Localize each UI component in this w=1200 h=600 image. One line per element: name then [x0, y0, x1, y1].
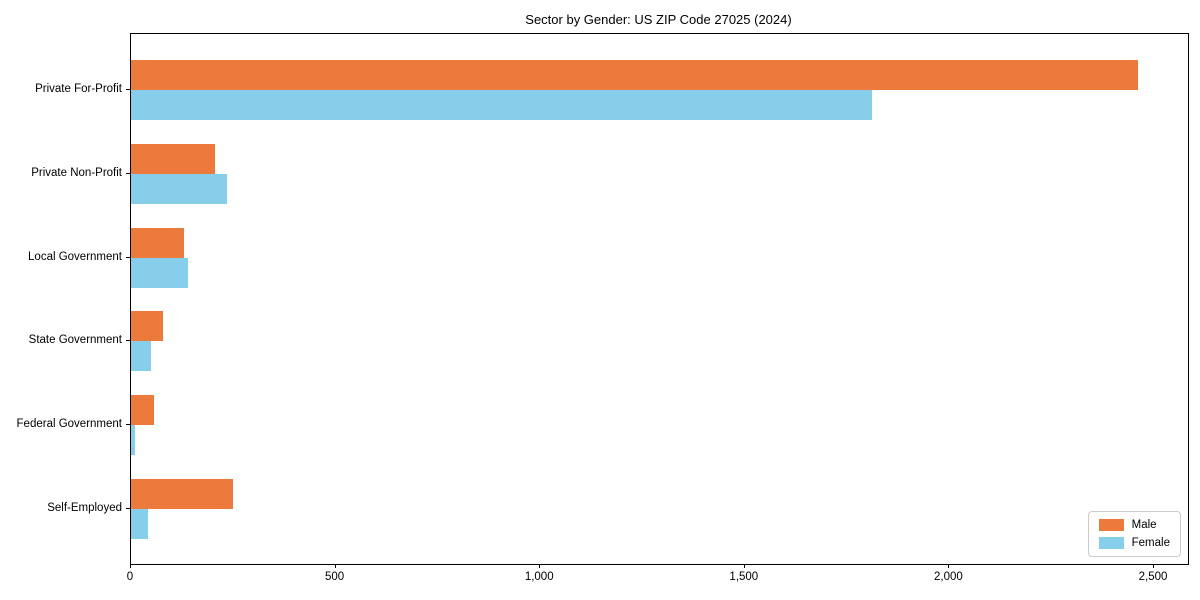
y-axis-tick-3	[126, 340, 130, 342]
bar-female-0	[131, 90, 872, 120]
bar-male-4	[131, 395, 154, 426]
x-axis-tick-label-0: 0	[126, 571, 134, 583]
y-axis-tick-1	[126, 172, 130, 174]
x-axis-tick-2	[539, 564, 541, 568]
legend-item-female: Female	[1098, 537, 1170, 549]
y-axis-tick-5	[126, 508, 130, 509]
y-axis-label-4: Federal Government	[16, 418, 122, 431]
x-axis-tick-label-5: 2,500	[1138, 571, 1168, 583]
x-axis-tick-3	[743, 564, 745, 568]
bar-female-5	[131, 509, 149, 539]
x-axis-tick-5	[1153, 564, 1155, 568]
bar-male-3	[131, 311, 163, 342]
plot-area: Male Female	[130, 33, 1189, 565]
legend: Male Female	[1087, 511, 1181, 557]
chart-title: Sector by Gender: US ZIP Code 27025 (202…	[525, 12, 792, 27]
legend-label-male: Male	[1131, 519, 1157, 531]
x-axis-tick-4	[948, 564, 950, 568]
x-axis-tick-label-3: 1,500	[729, 571, 759, 583]
legend-label-female: Female	[1131, 537, 1170, 549]
y-axis-tick-2	[126, 256, 130, 258]
y-axis-tick-0	[126, 89, 130, 90]
bar-female-3	[131, 341, 152, 372]
bar-male-5	[131, 479, 234, 509]
y-axis-label-2: Local Government	[28, 250, 122, 263]
legend-swatch-male	[1098, 519, 1124, 531]
bar-male-0	[131, 60, 1138, 90]
bar-female-2	[131, 257, 189, 288]
bar-male-1	[131, 143, 215, 174]
legend-swatch-female	[1098, 537, 1124, 549]
x-axis-tick-1	[334, 564, 336, 568]
x-axis-tick-label-2: 1,000	[524, 571, 554, 583]
y-axis-label-1: Private Non-Profit	[31, 166, 122, 179]
bar-female-4	[131, 425, 136, 456]
y-axis-label-0: Private For-Profit	[35, 83, 122, 95]
bar-male-2	[131, 227, 185, 258]
y-axis-label-3: State Government	[28, 334, 122, 347]
x-axis-tick-label-1: 500	[325, 571, 345, 583]
x-axis-tick-label-4: 2,000	[934, 571, 963, 583]
legend-item-male: Male	[1098, 519, 1170, 531]
x-axis-tick-0	[130, 564, 131, 568]
bar-female-1	[131, 173, 228, 204]
y-axis-label-5: Self-Employed	[47, 502, 122, 514]
y-axis-tick-4	[126, 424, 130, 426]
